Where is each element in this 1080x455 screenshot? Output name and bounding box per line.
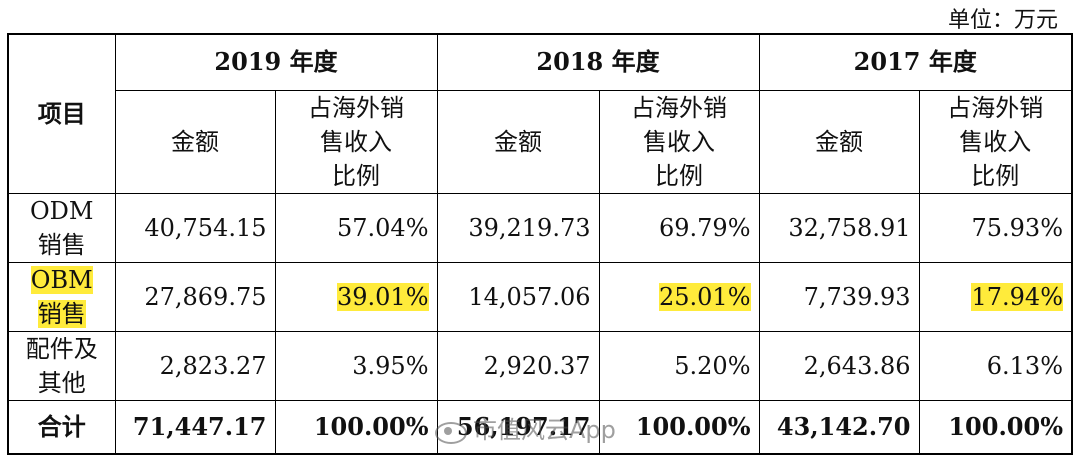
year-2018-header: 2018 年度 [436,33,760,91]
ratio-cell: 25.01% [598,261,760,332]
amount-cell: 14,057.06 [436,261,600,332]
ratio-header: 占海外销 售收入 比例 [274,89,438,194]
amount-header: 金额 [436,89,600,194]
total-ratio-cell: 100.00% [598,399,760,455]
overseas-sales-table: 项目 2019 年度 2018 年度 2017 年度 金额 占海外销 售收入 比例 … [7,33,1073,455]
year-2017-header: 2017 年度 [758,33,1073,91]
total-ratio-cell: 100.00% [274,399,438,455]
amount-cell: 32,758.91 [758,192,920,263]
amount-cell: 2,920.37 [436,330,600,401]
year-header-row: 项目 2019 年度 2018 年度 2017 年度 [7,33,1073,194]
row-label: OBM 销售 [7,261,116,332]
ratio-cell: 6.13% [918,330,1073,401]
total-label: 合计 [7,399,116,455]
amount-cell: 7,739.93 [758,261,920,332]
table-row: 配件及 其他 2,823.27 3.95% 2,920.37 5.20% 2,64… [7,330,1073,401]
row-label: 配件及 其他 [7,330,116,401]
unit-label: 单位：万元 [947,8,1058,33]
amount-cell: 2,643.86 [758,330,920,401]
year-2019-header: 2019 年度 [114,33,438,91]
ratio-cell: 17.94% [918,261,1073,332]
ratio-cell: 75.93% [918,192,1073,263]
ratio-header: 占海外销 售收入 比例 [598,89,760,194]
amount-cell: 40,754.15 [114,192,276,263]
ratio-cell: 39.01% [274,261,438,332]
ratio-cell: 5.20% [598,330,760,401]
ratio-header: 占海外销 售收入 比例 [918,89,1073,194]
ratio-cell: 69.79% [598,192,760,263]
subheader-row: 金额 占海外销 售收入 比例 金额 占海外销 售收入 比例 金额 占海外销 售收入 比例 [8,89,1073,194]
amount-header: 金额 [758,89,920,194]
amount-cell: 39,219.73 [436,192,600,263]
total-ratio-cell: 100.00% [918,399,1073,455]
row-label: ODM 销售 [7,192,116,263]
ratio-cell: 57.04% [274,192,438,263]
amount-header: 金额 [114,89,276,194]
total-row: 合计 71,447.17 100.00% 56,197.17 100.00% 4… [7,399,1073,455]
total-amount-cell: 56,197.17 [436,399,600,455]
table-row: OBM 销售 27,869.75 39.01% 14,057.06 25.01% … [7,261,1073,332]
amount-cell: 2,823.27 [114,330,276,401]
amount-cell: 27,869.75 [114,261,276,332]
item-header: 项目 [7,33,116,194]
total-amount-cell: 71,447.17 [114,399,276,455]
total-amount-cell: 43,142.70 [758,399,920,455]
table-row: ODM 销售 40,754.15 57.04% 39,219.73 69.79% … [7,192,1073,263]
ratio-cell: 3.95% [274,330,438,401]
